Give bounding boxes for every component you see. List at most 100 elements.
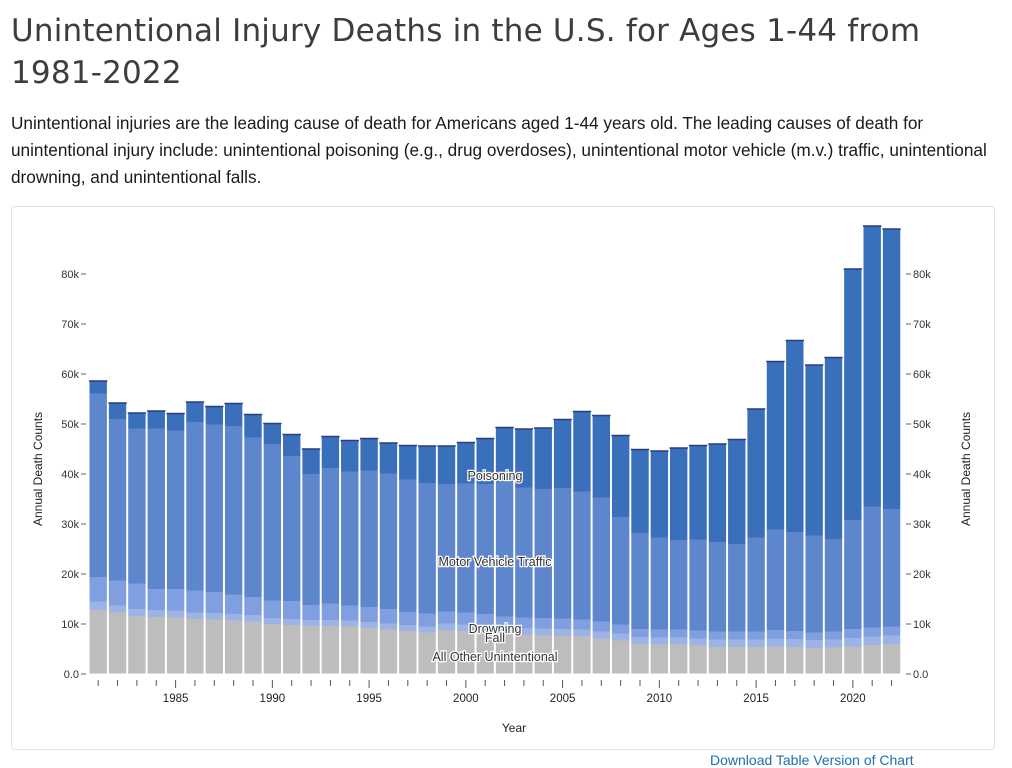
bar-segment-motor-vehicle-traffic[interactable] <box>379 473 398 610</box>
bar-segment-fall[interactable] <box>476 625 495 632</box>
bar-segment-drowning[interactable] <box>804 632 824 641</box>
bar-segment-all-other-unintentional[interactable] <box>476 631 495 675</box>
bar-segment-drowning[interactable] <box>263 600 282 619</box>
bar-segment-fall[interactable] <box>359 622 379 628</box>
bar-segment-all-other-unintentional[interactable] <box>147 617 166 674</box>
bar-segment-all-other-unintentional[interactable] <box>185 619 205 674</box>
bar-segment-drowning[interactable] <box>863 627 882 637</box>
bar-segment-drowning[interactable] <box>611 624 630 634</box>
bar-segment-all-other-unintentional[interactable] <box>224 620 243 675</box>
bar-segment-poisoning[interactable] <box>669 448 688 540</box>
bar-segment-fall[interactable] <box>650 637 669 645</box>
bar-segment-all-other-unintentional[interactable] <box>398 631 417 674</box>
bar-segment-motor-vehicle-traffic[interactable] <box>282 456 301 601</box>
bar-segment-all-other-unintentional[interactable] <box>379 629 398 675</box>
bar-segment-all-other-unintentional[interactable] <box>282 625 301 674</box>
bar-segment-all-other-unintentional[interactable] <box>205 619 224 675</box>
bar-segment-drowning[interactable] <box>534 618 553 629</box>
bar-segment-motor-vehicle-traffic[interactable] <box>359 470 379 608</box>
bar-segment-all-other-unintentional[interactable] <box>611 640 630 675</box>
bar-segment-motor-vehicle-traffic[interactable] <box>630 533 650 629</box>
bar-segment-fall[interactable] <box>863 636 882 646</box>
bar-segment-all-other-unintentional[interactable] <box>321 626 340 674</box>
bar-segment-drowning[interactable] <box>359 607 379 622</box>
bar-segment-poisoning[interactable] <box>301 449 321 474</box>
bar-segment-all-other-unintentional[interactable] <box>89 610 108 674</box>
bar-segment-all-other-unintentional[interactable] <box>824 647 843 675</box>
bar-segment-drowning[interactable] <box>843 629 863 638</box>
bar-segment-fall[interactable] <box>824 639 843 648</box>
bar-segment-all-other-unintentional[interactable] <box>785 647 804 674</box>
bar-segment-fall[interactable] <box>205 613 224 620</box>
bar-segment-all-other-unintentional[interactable] <box>843 646 863 675</box>
bar-segment-poisoning[interactable] <box>243 414 263 438</box>
bar-segment-fall[interactable] <box>417 626 437 633</box>
bar-segment-poisoning[interactable] <box>321 436 340 469</box>
bar-segment-poisoning[interactable] <box>727 439 746 545</box>
bar-segment-poisoning[interactable] <box>205 406 224 425</box>
bar-segment-motor-vehicle-traffic[interactable] <box>688 539 708 631</box>
bar-segment-drowning[interactable] <box>592 621 611 632</box>
bar-segment-poisoning[interactable] <box>746 409 766 538</box>
bar-segment-poisoning[interactable] <box>630 449 650 534</box>
bar-segment-motor-vehicle-traffic[interactable] <box>89 393 108 578</box>
bar-segment-fall[interactable] <box>553 629 572 636</box>
bar-segment-all-other-unintentional[interactable] <box>572 636 592 675</box>
bar-segment-all-other-unintentional[interactable] <box>417 632 437 675</box>
bar-segment-poisoning[interactable] <box>650 451 669 538</box>
bar-segment-drowning[interactable] <box>727 631 746 640</box>
bar-segment-drowning[interactable] <box>456 612 476 625</box>
bar-segment-poisoning[interactable] <box>495 427 514 483</box>
bar-segment-fall[interactable] <box>185 612 205 620</box>
bar-segment-poisoning[interactable] <box>611 435 630 518</box>
bar-segment-motor-vehicle-traffic[interactable] <box>321 468 340 604</box>
bar-segment-drowning[interactable] <box>688 630 708 639</box>
bar-segment-motor-vehicle-traffic[interactable] <box>456 483 476 613</box>
bar-segment-all-other-unintentional[interactable] <box>669 644 688 675</box>
bar-segment-all-other-unintentional[interactable] <box>495 634 514 674</box>
bar-segment-motor-vehicle-traffic[interactable] <box>514 487 534 618</box>
bar-segment-poisoning[interactable] <box>592 415 611 498</box>
bar-segment-motor-vehicle-traffic[interactable] <box>224 426 243 595</box>
bar-segment-poisoning[interactable] <box>147 411 166 429</box>
bar-segment-drowning[interactable] <box>572 619 592 630</box>
bar-segment-poisoning[interactable] <box>340 440 359 472</box>
bar-segment-all-other-unintentional[interactable] <box>514 635 534 674</box>
bar-segment-motor-vehicle-traffic[interactable] <box>437 484 456 612</box>
bar-segment-motor-vehicle-traffic[interactable] <box>824 539 843 632</box>
bar-segment-fall[interactable] <box>882 635 901 645</box>
bar-segment-fall[interactable] <box>843 638 863 647</box>
bar-segment-motor-vehicle-traffic[interactable] <box>534 489 553 618</box>
bar-segment-motor-vehicle-traffic[interactable] <box>398 479 417 613</box>
bar-segment-motor-vehicle-traffic[interactable] <box>727 544 746 632</box>
bar-segment-drowning[interactable] <box>495 616 514 628</box>
bar-segment-all-other-unintentional[interactable] <box>863 645 882 674</box>
bar-segment-all-other-unintentional[interactable] <box>766 646 785 675</box>
bar-segment-fall[interactable] <box>514 628 534 635</box>
bar-segment-poisoning[interactable] <box>843 269 863 520</box>
bar-segment-drowning[interactable] <box>205 592 224 613</box>
bar-segment-drowning[interactable] <box>553 618 572 630</box>
bar-segment-poisoning[interactable] <box>688 445 708 540</box>
bar-segment-drowning[interactable] <box>340 605 359 621</box>
bar-segment-motor-vehicle-traffic[interactable] <box>495 482 514 617</box>
bar-segment-poisoning[interactable] <box>476 438 495 485</box>
bar-segment-drowning[interactable] <box>127 583 147 610</box>
bar-segment-drowning[interactable] <box>437 611 456 624</box>
bar-segment-motor-vehicle-traffic[interactable] <box>572 491 592 620</box>
bar-segment-fall[interactable] <box>340 620 359 627</box>
bar-segment-fall[interactable] <box>127 609 147 616</box>
bar-segment-all-other-unintentional[interactable] <box>340 626 359 675</box>
bar-segment-poisoning[interactable] <box>127 413 147 429</box>
bar-segment-fall[interactable] <box>630 637 650 644</box>
bar-segment-poisoning[interactable] <box>166 413 185 431</box>
bar-segment-drowning[interactable] <box>785 631 804 639</box>
bar-segment-fall[interactable] <box>89 601 108 611</box>
bar-segment-drowning[interactable] <box>417 613 437 627</box>
bar-segment-drowning[interactable] <box>882 626 901 636</box>
bar-segment-poisoning[interactable] <box>708 444 727 542</box>
bar-segment-poisoning[interactable] <box>417 446 437 483</box>
bar-segment-all-other-unintentional[interactable] <box>650 644 669 675</box>
bar-segment-fall[interactable] <box>398 625 417 631</box>
bar-segment-motor-vehicle-traffic[interactable] <box>185 422 205 591</box>
